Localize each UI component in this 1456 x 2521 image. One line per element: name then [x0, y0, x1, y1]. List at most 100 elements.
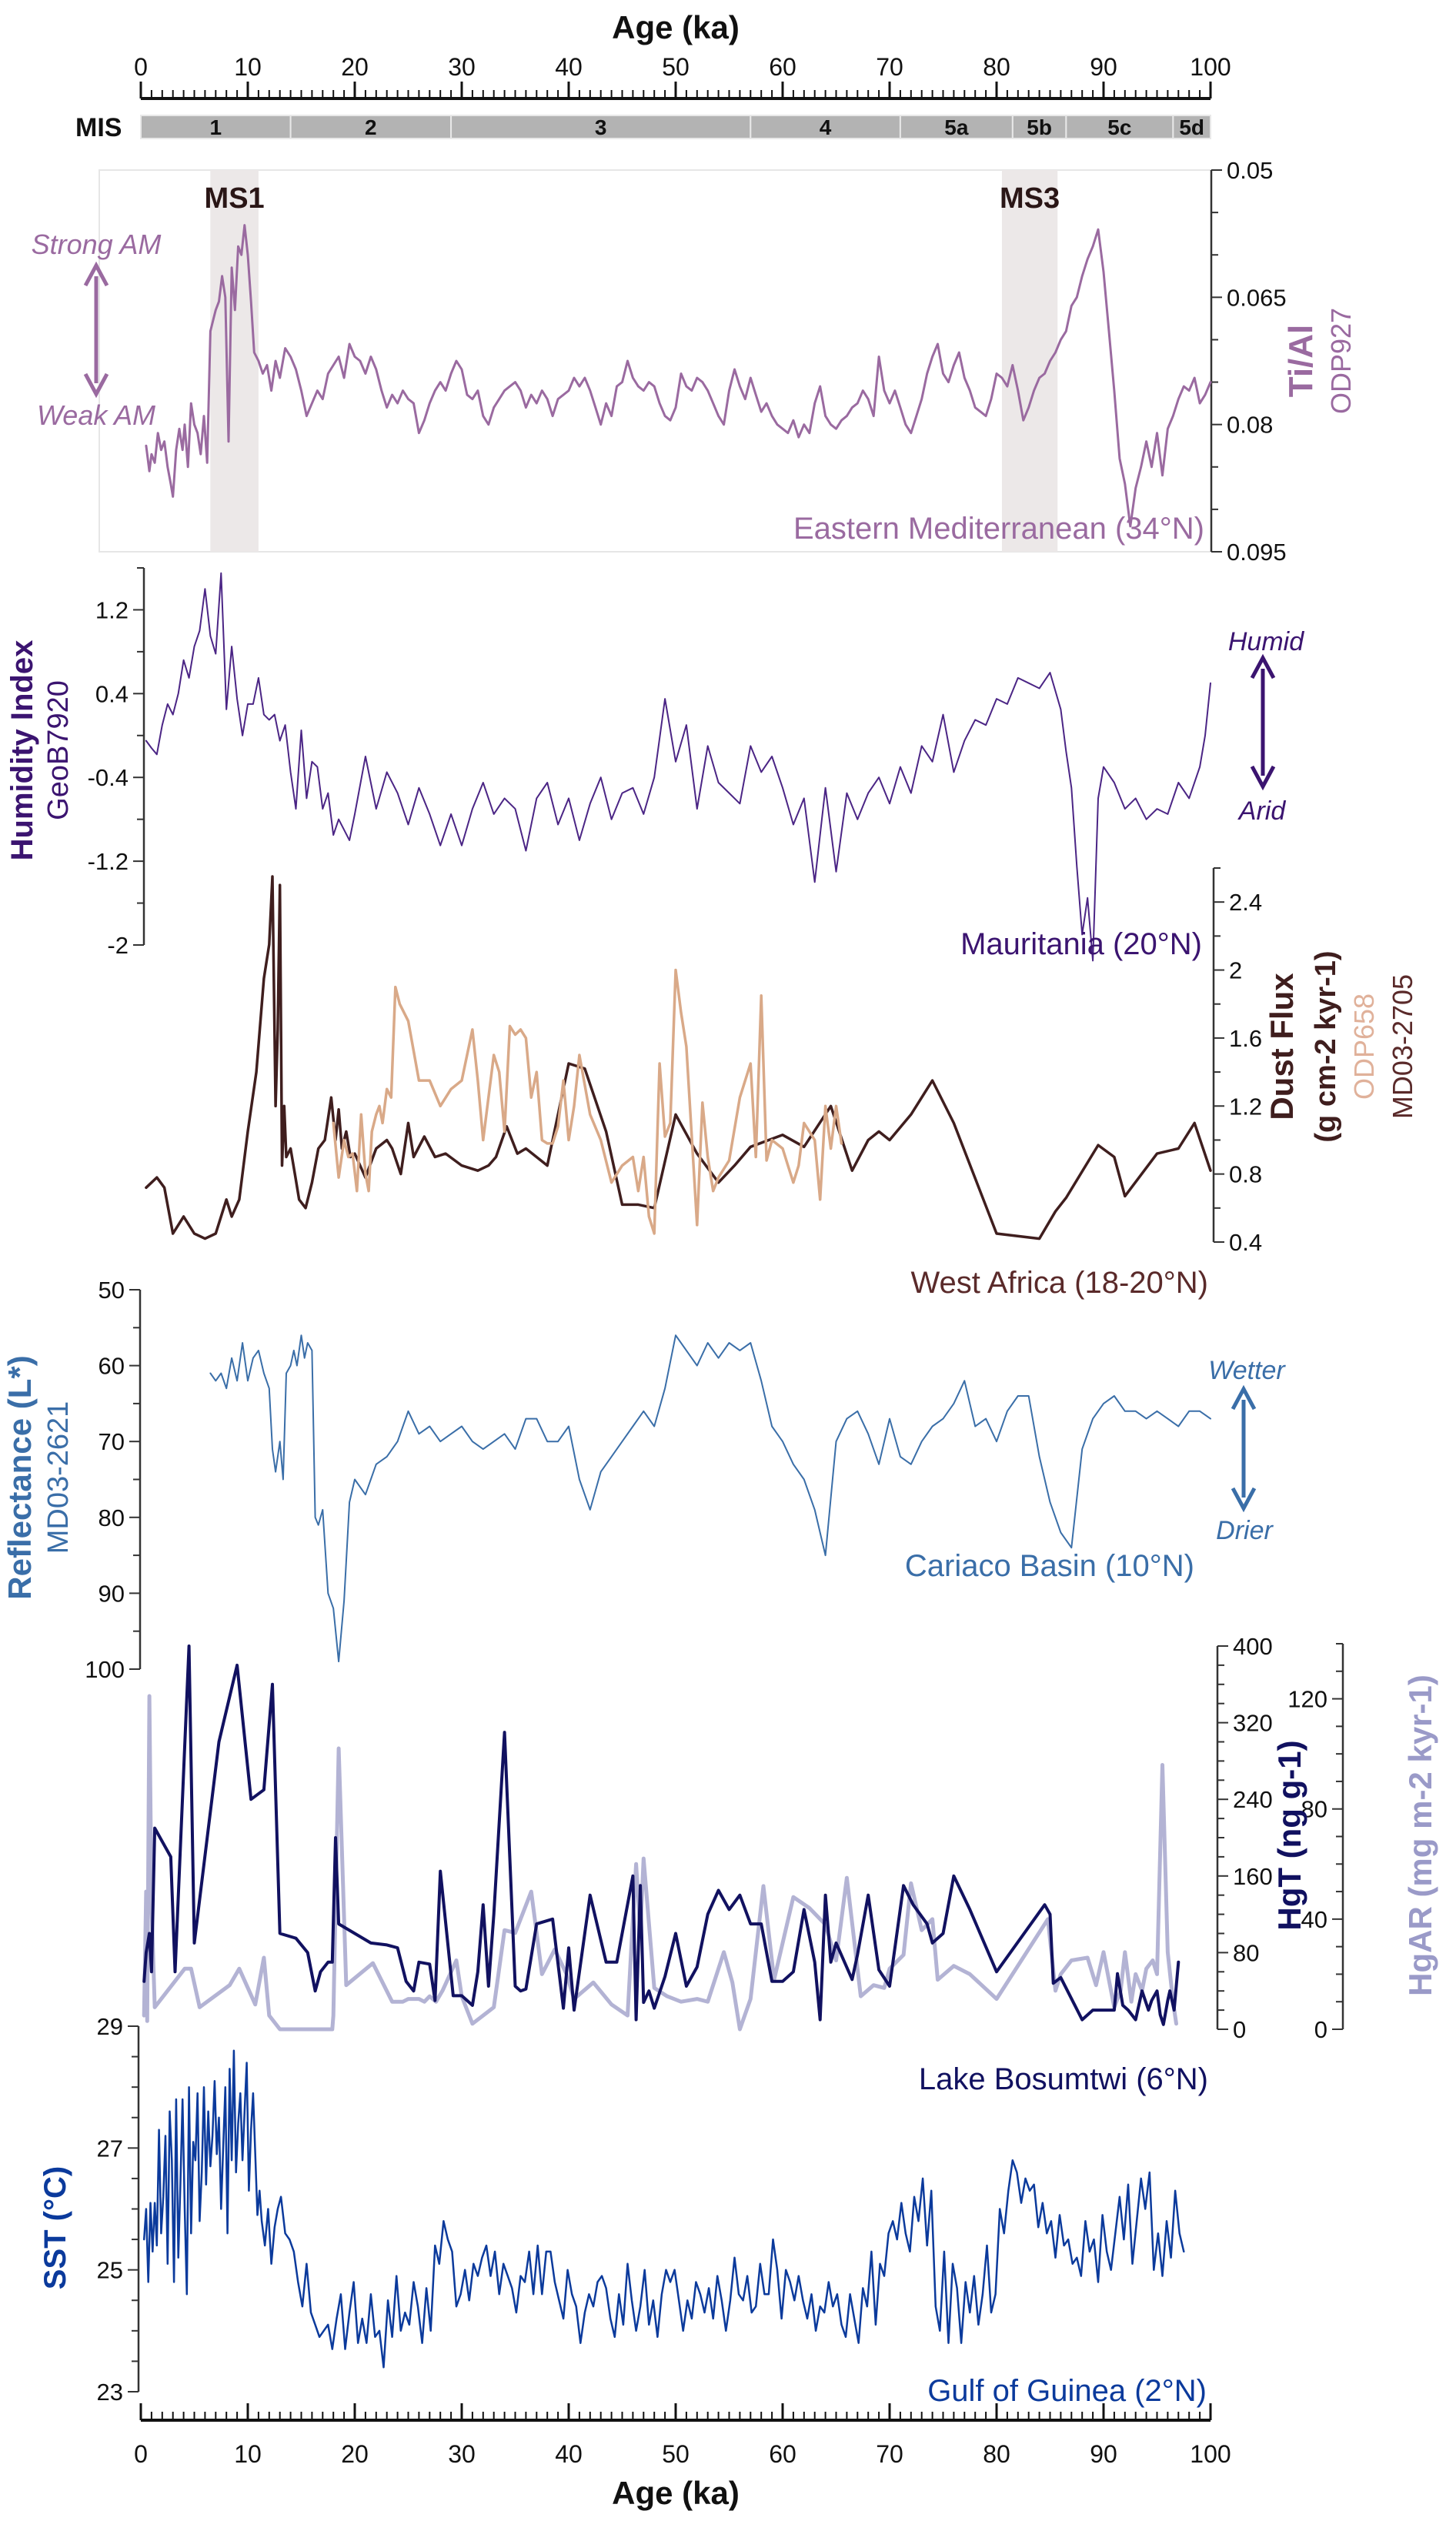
arrow-down-icon [1250, 765, 1276, 791]
humidity-direction-arrow [1250, 653, 1276, 791]
mercury-y-tick-label: 160 [1233, 1863, 1273, 1890]
arrow-up-icon [83, 261, 109, 287]
arrow-up-icon [1231, 1384, 1257, 1411]
dust-axis-title: Dust Flux [1264, 973, 1300, 1120]
hgar-y-tick-label: 120 [1287, 1686, 1327, 1713]
shaded-events: MS1 MS3 [205, 170, 1060, 552]
series-geob7920-humidity-index-points [146, 573, 1211, 961]
dust-y-tick-label: 0.8 [1229, 1161, 1262, 1188]
tial-axis-subtitle: ODP927 [1325, 308, 1357, 414]
tial-y-tick-label: 0.05 [1227, 157, 1273, 184]
humidity-y-tick-label: 0.4 [95, 680, 129, 707]
dust-legend-md03-2705: MD03-2705 [1387, 974, 1418, 1119]
reflectance-axis-subtitle: MD03-2621 [42, 1401, 75, 1554]
series-md03-2705 [145, 875, 1212, 1240]
series-odp658 [332, 968, 843, 1235]
mis-stage-label: 5b [1027, 115, 1052, 139]
bottom-x-tick-label: 100 [1190, 2440, 1231, 2468]
series-hgt [142, 1644, 1180, 2026]
reflectance-y-tick-label: 60 [99, 1353, 125, 1380]
mis-stage-3 [450, 115, 752, 139]
top-x-tick-label: 80 [983, 53, 1010, 81]
mis-stage-label: 3 [595, 115, 607, 139]
mis-stage-label: 5a [944, 115, 969, 139]
dust-y-tick-label: 2.4 [1229, 889, 1262, 916]
panel-humidity: 1.2 0.4 -0.4 -1.2 -2 [88, 567, 1211, 962]
mis-stage-label: 4 [820, 115, 832, 139]
shaded-event-label: MS1 [205, 182, 265, 215]
mercury-y-tick-label: 0 [1233, 2016, 1246, 2043]
mis-stage-label: 5d [1179, 115, 1204, 139]
dust-axis-unit: (g cm-2 kyr-1) [1310, 950, 1342, 1142]
reflectance-arrow-bottom-label: Drier [1216, 1516, 1274, 1545]
series-md03-2621-l- [209, 1334, 1211, 1663]
bottom-x-axis-title: Age (ka) [612, 2475, 740, 2511]
series-odp927-ti-al [145, 224, 1212, 528]
mis-bar: 1 2 3 4 5a 5b 5c 5d [140, 115, 1211, 139]
mis-stage-2 [289, 115, 452, 139]
tial-axis-title: Ti/Al [1282, 325, 1320, 398]
mis-label: MIS [75, 113, 122, 142]
mercury-region-label: Lake Bosumtwi (6°N) [919, 2062, 1208, 2096]
shaded-event-ms1 [210, 170, 259, 552]
bottom-x-tick-label: 20 [341, 2440, 369, 2468]
humidity-axis-subtitle: GeoB7920 [42, 680, 75, 820]
hgt-axis-title: HgT (ng g-1) [1271, 1740, 1307, 1930]
shaded-event-ms3 [1001, 170, 1058, 552]
series-md03-2621-l--points [210, 1335, 1211, 1661]
dust-y-tick-label: 2 [1229, 957, 1242, 984]
panel-reflectance: 50 60 70 80 90 100 [85, 1277, 1211, 1683]
series-hgar-points [144, 1696, 1176, 2029]
hgar-y-tick-label: 40 [1301, 1906, 1327, 1933]
humidity-y-tick-label: 1.2 [95, 596, 129, 623]
humidity-axis-title: Humidity Index [5, 640, 39, 861]
top-x-tick-label: 10 [234, 53, 262, 81]
bottom-x-axis: 0 10 20 30 40 50 60 70 80 90 100 [134, 2403, 1231, 2468]
hgar-y-tick-label: 80 [1301, 1796, 1327, 1823]
series-hgar [142, 1694, 1178, 2032]
annotations: Ti/Al ODP927 Eastern Mediterranean (34°N) S… [2, 229, 1438, 2408]
reflectance-y-tick-label: 90 [99, 1580, 125, 1607]
mis-stage-5d [1172, 115, 1211, 139]
panel-tial: 0.05 0.065 0.08 0.095 [145, 157, 1287, 566]
tial-arrow-top-label: Strong AM [32, 229, 162, 260]
humidity-y-tick-label: -2 [107, 932, 129, 959]
mercury-y-tick-label: 240 [1233, 1786, 1273, 1813]
shaded-event-label: MS3 [1000, 182, 1060, 215]
reflectance-direction-arrow [1231, 1384, 1257, 1513]
series-gulf-of-guinea-sst [142, 2049, 1185, 2369]
panel-sst: 23 25 27 29 [97, 2013, 1185, 2406]
mercury-y-tick-label: 400 [1233, 1633, 1273, 1660]
mis-stage-5a [899, 115, 1014, 139]
mis-stage-1 [140, 115, 292, 139]
top-x-axis: 0 10 20 30 40 50 60 70 80 90 100 [134, 53, 1231, 100]
tial-y-tick-label: 0.08 [1227, 412, 1273, 439]
sst-y-tick-label: 27 [97, 2135, 123, 2162]
mis-stage-label: 5c [1107, 115, 1131, 139]
top-x-axis-title: Age (ka) [612, 9, 740, 45]
bottom-x-tick-label: 50 [662, 2440, 690, 2468]
humidity-y-tick-label: -0.4 [88, 764, 129, 791]
mercury-y-tick-label: 320 [1233, 1710, 1273, 1737]
bottom-x-tick-label: 30 [448, 2440, 476, 2468]
tial-region-label: Eastern Mediterranean (34°N) [793, 512, 1204, 546]
mis-stage-label: 2 [365, 115, 377, 139]
top-x-tick-label: 90 [1090, 53, 1117, 81]
sst-region-label: Gulf of Guinea (2°N) [927, 2374, 1207, 2408]
sst-axis-title: SST (°C) [38, 2166, 72, 2289]
bottom-x-tick-label: 80 [983, 2440, 1010, 2468]
series-geob7920-humidity-index [145, 572, 1211, 962]
humidity-y-tick-label: -1.2 [88, 848, 129, 875]
dust-region-label: West Africa (18-20°N) [911, 1266, 1208, 1300]
panels: 0.05 0.065 0.08 0.095 1.2 0.4 -0.4 -1.2 -2 0.4 0.8… [2, 157, 1438, 2408]
reflectance-y-tick-label: 70 [99, 1428, 125, 1455]
tial-direction-arrow [83, 261, 109, 399]
reflectance-axis-title: Reflectance (L*) [2, 1355, 38, 1599]
series-hgt-points [144, 1646, 1178, 2025]
arrow-down-icon [1231, 1487, 1257, 1513]
hgar-y-tick-label: 0 [1314, 2016, 1327, 2043]
reflectance-y-tick-label: 50 [99, 1277, 125, 1304]
hgar-axis-title: HgAR (mg m-2 kyr-1) [1402, 1675, 1438, 1996]
arrow-down-icon [83, 372, 109, 399]
